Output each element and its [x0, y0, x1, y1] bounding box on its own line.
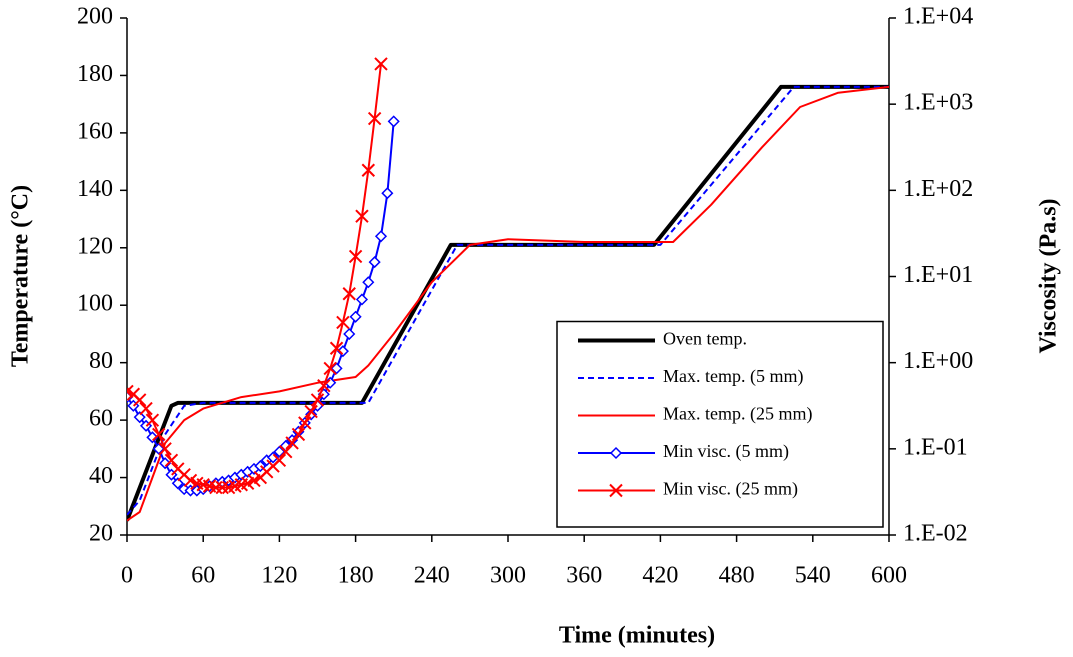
marker	[349, 310, 362, 323]
marker	[355, 209, 369, 223]
marker	[336, 345, 349, 358]
y2-tick-label: 1.E+01	[903, 262, 973, 288]
marker	[374, 57, 388, 71]
y2-axis-title: Viscosity (Pa.s)	[1036, 198, 1062, 353]
marker	[279, 445, 293, 459]
marker	[285, 436, 299, 450]
y-tick-label: 160	[77, 118, 113, 144]
marker	[133, 411, 146, 424]
marker	[146, 431, 159, 444]
legend-marker	[609, 483, 623, 498]
marker	[266, 451, 280, 464]
y2-tick-label: 1.E+00	[903, 348, 973, 374]
marker	[215, 480, 229, 495]
marker	[324, 376, 337, 389]
legend-label: Max. temp. (25 mm)	[663, 404, 812, 425]
marker	[387, 115, 400, 128]
y2-tick-label: 1.E-02	[903, 521, 968, 547]
marker	[305, 408, 318, 421]
marker	[291, 427, 306, 442]
y2-tick-label: 1.E+04	[903, 4, 973, 30]
y-tick-label: 40	[89, 463, 113, 489]
y2-tick-label: 1.E+03	[903, 90, 973, 116]
marker	[348, 249, 363, 264]
marker	[304, 404, 318, 419]
marker	[374, 230, 388, 243]
y-tick-label: 120	[77, 233, 113, 259]
x-tick-label: 60	[191, 563, 215, 589]
plot-area	[127, 57, 889, 522]
marker	[310, 393, 325, 407]
marker	[159, 457, 172, 470]
x-tick-label: 540	[795, 563, 831, 589]
marker	[132, 393, 147, 407]
marker	[355, 293, 369, 306]
y-tick-label: 140	[77, 176, 113, 202]
marker	[368, 256, 381, 269]
y2-tick-label: 1.E-01	[903, 434, 968, 460]
marker	[272, 453, 287, 468]
marker	[342, 287, 356, 301]
marker	[209, 480, 223, 495]
x-tick-label: 180	[338, 563, 374, 589]
marker	[298, 416, 312, 430]
y-tick-label: 80	[89, 348, 113, 374]
x-tick-label: 0	[121, 563, 133, 589]
marker	[329, 341, 344, 355]
y-tick-label: 100	[77, 291, 113, 317]
y2-tick-label: 1.E+02	[903, 176, 973, 202]
x-tick-label: 240	[414, 563, 450, 589]
x-axis-title: Time (minutes)	[559, 623, 715, 649]
y-tick-label: 200	[77, 4, 113, 30]
legend-marker	[609, 446, 623, 460]
marker	[336, 315, 350, 330]
y-tick-label: 60	[89, 406, 113, 432]
legend-box	[556, 320, 884, 528]
x-tick-label: 360	[566, 563, 602, 589]
legend-label: Min visc. (25 mm)	[663, 479, 798, 500]
marker	[343, 327, 356, 341]
series-line	[127, 85, 889, 516]
legend-label: Oven temp.	[663, 329, 747, 349]
legend-label: Min visc. (5 mm)	[663, 441, 789, 462]
marker	[152, 427, 166, 442]
marker	[317, 378, 331, 393]
x-tick-label: 480	[719, 563, 755, 589]
series-line	[127, 85, 889, 522]
marker	[171, 477, 184, 490]
marker	[158, 442, 172, 456]
series-line	[127, 84, 889, 522]
marker	[145, 413, 160, 427]
y-tick-label: 20	[89, 521, 113, 547]
y-tick-label: 180	[77, 61, 113, 87]
marker	[164, 453, 179, 468]
marker	[362, 276, 375, 289]
marker	[139, 401, 153, 416]
marker	[381, 187, 394, 200]
x-tick-label: 300	[490, 563, 526, 589]
x-tick-label: 120	[261, 563, 297, 589]
x-tick-label: 420	[642, 563, 678, 589]
x-tick-label: 600	[871, 563, 907, 589]
marker	[367, 111, 382, 126]
series-line	[127, 121, 395, 492]
marker	[323, 361, 337, 376]
marker	[361, 163, 376, 177]
y-axis-title: Temperature (°C)	[8, 185, 34, 367]
legend-label: Max. temp. (5 mm)	[663, 366, 803, 387]
